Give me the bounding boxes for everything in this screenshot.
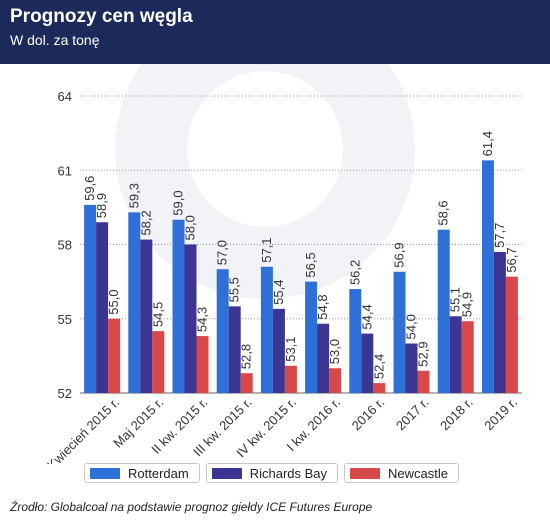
bar-richards-bay-0 [96,222,109,393]
y-tick-label-64: 64 [58,89,72,104]
chart-title: Prognozy cen węgla [10,6,193,27]
bar-rotterdam-7 [393,271,406,393]
bar-newcastle-3 [240,373,253,393]
data-label-rotterdam-7: 56,9 [392,242,407,267]
data-label-richards-bay-3: 55,5 [227,277,242,302]
bar-rotterdam-6 [349,289,362,393]
data-label-newcastle-0: 55,0 [106,289,121,314]
data-label-rotterdam-5: 56,5 [303,252,318,277]
legend-item-rotterdam: Rotterdam [84,463,200,483]
data-label-richards-bay-6: 54,4 [359,304,374,329]
data-label-richards-bay-1: 58,2 [138,210,153,235]
data-label-newcastle-7: 52,9 [416,341,431,366]
bar-richards-bay-3 [228,306,241,393]
x-tick-label-0: Kwiecień 2015 r. [44,395,122,464]
data-label-rotterdam-6: 56,2 [347,260,362,285]
watermark-ring-inner [187,71,343,227]
bar-newcastle-6 [373,383,386,393]
bar-richards-bay-8 [449,316,462,393]
bar-richards-bay-7 [405,343,418,393]
x-tick-label-9: 2019 r. [481,395,520,434]
bar-richards-bay-5 [317,323,330,393]
data-label-rotterdam-2: 59,0 [171,190,186,215]
legend-swatch-richards-bay [211,467,242,479]
chart-subtitle: W dol. za tonę [10,32,100,48]
data-label-newcastle-4: 53,1 [283,336,298,361]
data-label-newcastle-1: 54,5 [150,302,165,327]
bar-newcastle-1 [152,331,165,393]
data-label-rotterdam-0: 59,6 [82,176,97,201]
legend-swatch-newcastle [350,467,381,479]
y-tick-label-52: 52 [58,386,72,401]
y-tick-label-58: 58 [58,238,72,253]
data-label-rotterdam-3: 57,0 [215,240,230,265]
bar-richards-bay-9 [493,251,506,393]
y-tick-label-55: 55 [58,312,72,327]
x-tick-label-8: 2018 r. [437,395,476,434]
bar-newcastle-8 [461,321,474,393]
bar-newcastle-7 [417,370,430,393]
bar-newcastle-2 [196,336,209,393]
bar-rotterdam-2 [172,219,185,393]
data-label-newcastle-2: 54,3 [195,307,210,332]
bar-rotterdam-9 [481,160,494,393]
data-label-richards-bay-4: 55,4 [271,280,286,305]
legend-item-newcastle: Newcastle [344,463,459,483]
bar-newcastle-9 [505,276,518,393]
data-label-richards-bay-2: 58,0 [183,215,198,240]
data-label-rotterdam-4: 57,1 [259,237,274,262]
data-label-richards-bay-7: 54,0 [404,314,419,339]
bar-rotterdam-5 [305,281,318,393]
data-label-rotterdam-1: 59,3 [126,183,141,208]
data-label-newcastle-5: 53,0 [327,339,342,364]
legend-label-newcastle: Newcastle [388,465,448,481]
y-tick-label-61: 61 [58,163,72,178]
bar-newcastle-5 [329,368,342,393]
chart-header: Prognozy cen węgla W dol. za tonę [0,0,550,64]
bar-rotterdam-8 [437,229,450,393]
data-label-richards-bay-0: 58,9 [94,193,109,218]
x-tick-label-6: 2016 r. [349,395,388,434]
bar-rotterdam-1 [128,212,141,393]
legend-label-richards-bay: Richards Bay [249,465,328,481]
bar-rotterdam-0 [84,204,97,393]
data-label-newcastle-6: 52,4 [371,354,386,379]
data-label-richards-bay-9: 57,7 [492,223,507,248]
bar-richards-bay-1 [140,239,153,393]
data-label-newcastle-9: 56,7 [504,247,519,272]
legend-label-rotterdam: Rotterdam [128,465,189,481]
data-label-richards-bay-8: 55,1 [448,287,463,312]
data-label-newcastle-3: 52,8 [239,344,254,369]
source-note: Źrodło: Globalcoal na podstawie prognoz … [10,500,373,514]
bar-richards-bay-6 [361,333,374,393]
bar-richards-bay-4 [272,308,285,393]
bar-rotterdam-3 [216,269,229,393]
data-label-newcastle-8: 54,9 [460,292,475,317]
legend-item-richards-bay: Richards Bay [205,463,339,483]
x-tick-label-7: 2017 r. [393,395,432,434]
chart-legend: Rotterdam Richards Bay Newcastle [84,463,459,483]
data-label-richards-bay-5: 54,8 [315,294,330,319]
bar-richards-bay-2 [184,244,197,393]
data-label-rotterdam-9: 61,4 [480,131,495,156]
bar-newcastle-4 [284,365,297,393]
data-label-rotterdam-8: 58,6 [436,200,451,225]
bar-chart: 52 55 58 61 64 59,658,9 55,0 Kwiecień 2015 r. 59… [44,64,522,464]
legend-swatch-rotterdam [90,467,120,479]
bar-rotterdam-4 [260,266,273,393]
bar-newcastle-0 [108,318,121,393]
